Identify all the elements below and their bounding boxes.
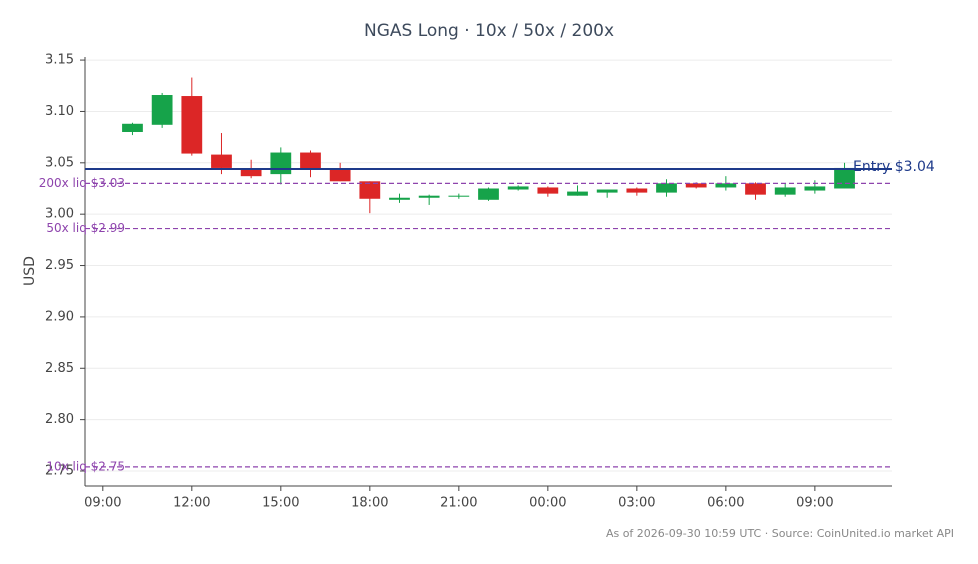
candle-body xyxy=(478,188,499,200)
candle-body xyxy=(745,183,766,195)
x-tick-label: 06:00 xyxy=(707,496,744,511)
candle-body xyxy=(804,186,826,191)
candle-body xyxy=(270,152,292,175)
y-tick-label: 2.85 xyxy=(45,361,74,376)
footnote: As of 2026-09-30 10:59 UTC · Source: Coi… xyxy=(606,527,954,540)
candle-body xyxy=(626,188,648,193)
x-tick-label: 09:00 xyxy=(84,496,121,511)
y-tick-label: 2.80 xyxy=(45,412,74,427)
reference-label: Entry $3.04 xyxy=(853,159,935,175)
candle-body xyxy=(834,167,855,189)
candle-body xyxy=(240,168,262,177)
candle-body xyxy=(181,96,203,154)
candle-body xyxy=(656,183,677,193)
candle-body xyxy=(359,181,381,199)
y-tick-label: 3.05 xyxy=(45,155,74,170)
candle-body xyxy=(774,187,796,195)
y-tick-label: 2.90 xyxy=(45,309,74,324)
y-axis-label: USD xyxy=(22,256,38,286)
reference-label: 10x liq $2.75 xyxy=(46,459,125,473)
candle-body xyxy=(596,189,618,193)
candle-body xyxy=(715,183,737,188)
y-tick-label: 3.10 xyxy=(45,104,74,119)
candle-body xyxy=(685,183,707,188)
y-tick-label: 2.95 xyxy=(45,258,74,273)
candle-body xyxy=(151,95,173,125)
x-tick-label: 12:00 xyxy=(173,496,210,511)
x-tick-label: 03:00 xyxy=(618,496,655,511)
x-tick-label: 09:00 xyxy=(796,496,833,511)
candle-body xyxy=(389,197,410,200)
candle-body xyxy=(329,168,351,182)
candle-body xyxy=(507,186,529,190)
x-tick-label: 21:00 xyxy=(440,496,477,511)
reference-label: 200x liq $3.03 xyxy=(39,176,125,190)
candle-body xyxy=(537,187,559,194)
y-tick-label: 3.15 xyxy=(45,53,74,68)
x-tick-label: 18:00 xyxy=(351,496,388,511)
candle-body xyxy=(567,191,588,196)
y-tick-label: 3.00 xyxy=(45,207,74,222)
x-tick-label: 15:00 xyxy=(262,496,299,511)
candle-body xyxy=(300,152,321,169)
reference-label: 50x liq $2.99 xyxy=(46,221,125,235)
chart-title: NGAS Long · 10x / 50x / 200x xyxy=(364,21,614,41)
candle-body xyxy=(122,123,143,132)
candle-body xyxy=(211,154,232,168)
candle-body xyxy=(418,195,440,198)
x-tick-label: 00:00 xyxy=(529,496,566,511)
y-tick-label: 2.75 xyxy=(45,464,74,479)
candle-body xyxy=(448,195,470,197)
